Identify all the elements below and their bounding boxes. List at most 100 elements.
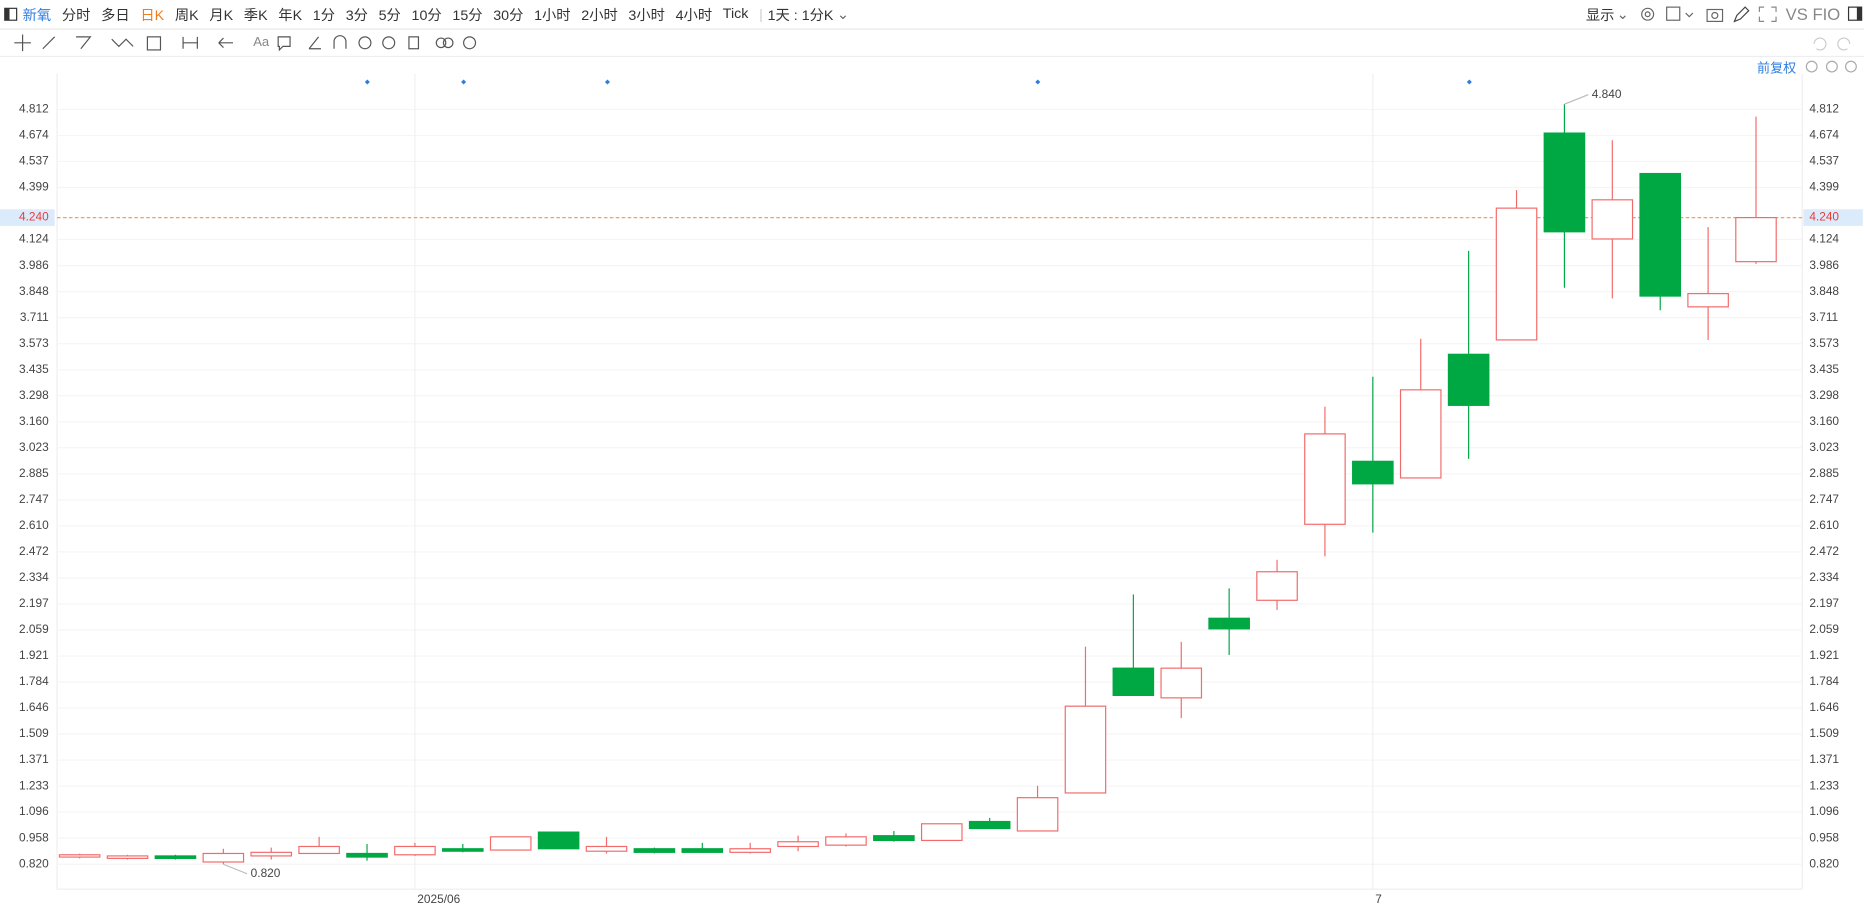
candle	[1160, 641, 1203, 719]
y2-tick-label: 3.298	[1809, 388, 1839, 402]
body	[1208, 617, 1250, 630]
y-tick-label: 0.820	[19, 856, 49, 870]
sidebar-icon[interactable]	[4, 7, 18, 21]
period-tab[interactable]: 5分	[378, 6, 401, 24]
undo[interactable]	[1813, 37, 1827, 51]
period-tab[interactable]: 周K	[174, 6, 199, 24]
period-tab[interactable]: 10分	[411, 6, 442, 24]
channel-tool[interactable]	[76, 36, 92, 50]
body	[1064, 705, 1107, 794]
y2-tick-label: 2.059	[1809, 622, 1839, 636]
y2-tick-label: 4.674	[1809, 128, 1839, 142]
y-tick-label: 3.160	[19, 414, 49, 428]
pen-icon[interactable]	[1731, 5, 1752, 24]
period-tab[interactable]: 分时	[61, 6, 91, 24]
last-price-label: 4.240	[19, 210, 49, 224]
period-tab[interactable]: 日K	[140, 6, 165, 24]
move-tool[interactable]	[14, 34, 31, 52]
y2-tick-label: 0.958	[1809, 830, 1839, 844]
period-tab[interactable]: 1分	[312, 6, 336, 24]
event-marker[interactable]	[1466, 79, 1472, 85]
y-tick-label: 2.059	[19, 622, 49, 636]
text-tool-icon[interactable]: Aa	[253, 34, 270, 49]
zoom-in[interactable]	[1844, 60, 1857, 73]
adjust-mode[interactable]: 前复权	[1757, 61, 1797, 77]
candle	[489, 836, 532, 851]
y-tick-label: 2.334	[19, 570, 49, 584]
period-tab[interactable]: 2小时	[581, 6, 618, 24]
max-leader	[1564, 94, 1589, 105]
candle	[1304, 406, 1346, 557]
eye-tool[interactable]	[358, 36, 372, 50]
range-tool[interactable]	[182, 36, 198, 49]
period-tab[interactable]: Tick	[722, 4, 749, 21]
y2-tick-label: 2.747	[1809, 492, 1839, 506]
angle-tool[interactable]	[308, 36, 321, 50]
event-marker[interactable]	[364, 79, 370, 85]
y2-tick-label: 2.197	[1809, 596, 1839, 610]
settings-icon[interactable]	[1638, 5, 1657, 24]
body	[729, 848, 771, 853]
y-tick-label: 0.958	[19, 830, 49, 844]
reset-button[interactable]	[1805, 60, 1818, 73]
candle	[1591, 140, 1634, 299]
draw-settings[interactable]	[463, 36, 477, 50]
period-tab[interactable]: 年K	[278, 6, 303, 24]
y2-tick-label: 4.537	[1809, 154, 1839, 168]
note-tool[interactable]	[277, 36, 291, 52]
hide-tool[interactable]	[382, 36, 396, 50]
event-marker[interactable]	[1035, 79, 1041, 85]
compare-button[interactable]: VS FIO	[1785, 4, 1841, 24]
body	[1016, 797, 1059, 832]
panel-icon[interactable]	[1847, 6, 1864, 23]
candlestick-chart: 0.820 0.820 0.958 0.958 1.096 1.096 1.233 1.233…	[0, 60, 1863, 906]
zoom-controls	[1805, 60, 1857, 73]
y-tick-label: 4.124	[19, 232, 49, 246]
period-tab[interactable]: 30分	[493, 6, 524, 24]
body	[920, 823, 963, 842]
candle	[298, 836, 340, 855]
candle	[729, 842, 771, 854]
candle	[537, 831, 580, 850]
y-tick-label: 3.986	[19, 258, 49, 272]
period-tab[interactable]: 15分	[452, 6, 483, 24]
candle	[202, 848, 245, 865]
camera-icon[interactable]	[1705, 5, 1726, 24]
body	[585, 845, 628, 852]
candle	[1399, 338, 1442, 479]
delete-tool[interactable]	[408, 36, 420, 50]
event-marker[interactable]	[604, 79, 610, 85]
redo[interactable]	[1837, 37, 1851, 51]
arrow-tool[interactable]	[218, 37, 234, 48]
interval-select[interactable]: 1天 : 1分K	[767, 6, 834, 24]
candle	[920, 823, 963, 842]
zoom-out[interactable]	[1825, 60, 1838, 73]
period-tab[interactable]: 3小时	[628, 6, 665, 24]
event-marker[interactable]	[461, 79, 467, 85]
period-tab[interactable]: 多日	[101, 6, 130, 24]
y2-tick-label: 2.885	[1809, 466, 1839, 480]
symbol[interactable]: 新氧	[22, 6, 52, 24]
period-tab[interactable]: 1小时	[534, 6, 571, 24]
min-leader	[223, 863, 248, 875]
candle	[585, 836, 628, 854]
y-tick-label: 1.371	[19, 752, 49, 766]
display-select[interactable]: 显示	[1585, 6, 1615, 24]
y2-tick-label: 1.096	[1809, 804, 1839, 818]
body	[873, 835, 915, 842]
body	[1495, 207, 1538, 341]
period-tab[interactable]: 月K	[209, 6, 234, 24]
line-tool[interactable]	[42, 36, 56, 50]
layout-icon[interactable]	[1664, 5, 1697, 24]
period-tab[interactable]: 季K	[243, 6, 268, 24]
period-tab[interactable]: 3分	[345, 6, 368, 24]
magnet-tool[interactable]	[333, 35, 347, 49]
fullscreen-icon[interactable]	[1757, 5, 1778, 24]
y-tick-label: 2.885	[19, 466, 49, 480]
measure-tool[interactable]	[146, 36, 162, 51]
y2-tick-label: 3.711	[1809, 310, 1838, 324]
link-tool[interactable]	[435, 37, 447, 49]
period-tab[interactable]: 4小时	[675, 6, 713, 24]
wave-tool[interactable]	[111, 38, 134, 48]
event-markers	[364, 79, 1472, 85]
